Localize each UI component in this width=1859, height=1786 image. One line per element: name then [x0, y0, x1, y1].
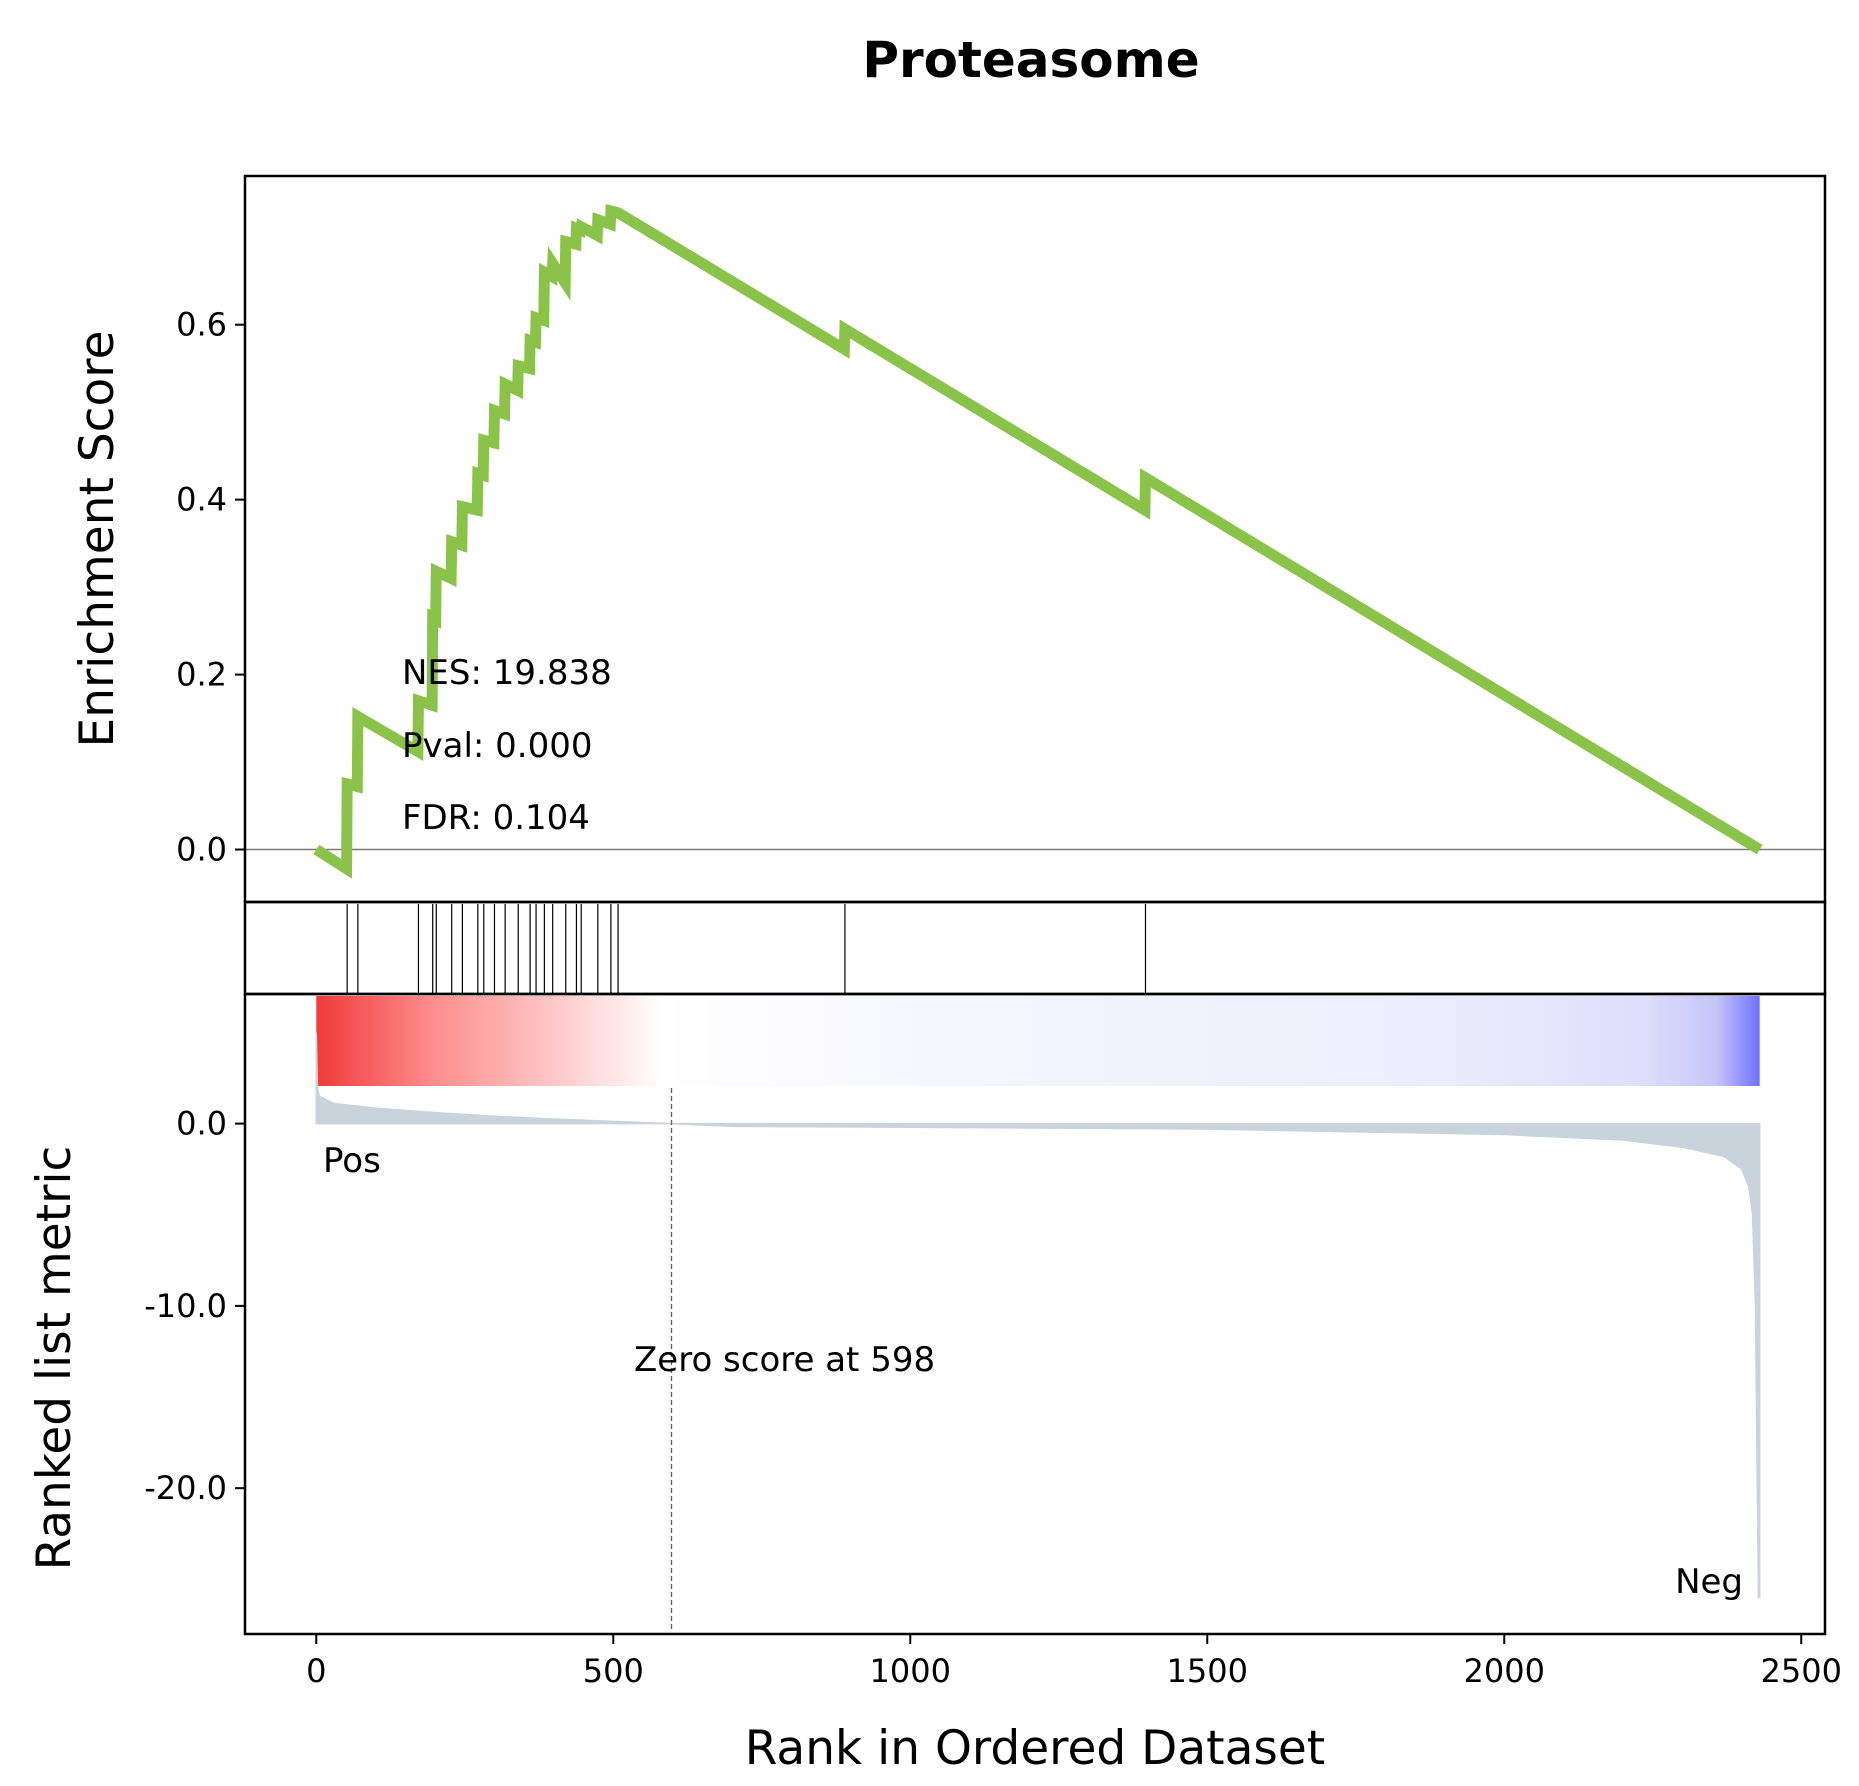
- metric-y-ticks: 0.0 -10.0 -20.0: [144, 1105, 245, 1507]
- x-axis-label: Rank in Ordered Dataset: [745, 1721, 1325, 1776]
- metric-panel-frame: [243, 992, 1827, 1636]
- enrichment-y-ticks: 0.0 0.2 0.4 0.6: [176, 306, 245, 869]
- enrichment-y-tick-label: 0.6: [176, 306, 227, 344]
- metric-y-tick-label: 0.0: [176, 1105, 227, 1143]
- pval-stat: Pval: 0.000: [402, 726, 593, 766]
- enrichment-y-tick-label: 0.2: [176, 656, 227, 694]
- x-tick-label: 2000: [1464, 1652, 1545, 1690]
- fdr-stat: FDR: 0.104: [402, 798, 590, 838]
- neg-label: Neg: [1675, 1562, 1743, 1602]
- pos-label: Pos: [323, 1141, 381, 1181]
- metric-y-label: Ranked list metric: [27, 1146, 82, 1571]
- nes-stat: NES: 19.838: [402, 653, 612, 693]
- ranked-metric-area: [315, 1032, 1761, 1599]
- chart-title: Proteasome: [862, 31, 1199, 89]
- x-tick-label: 500: [583, 1652, 644, 1690]
- enrichment-score-line: [313, 204, 1763, 879]
- enrichment-y-label: Enrichment Score: [70, 331, 125, 748]
- enrichment-panel: 0.0 0.2 0.4 0.6 NES: 19.838 Pval: 0.000 FDR…: [70, 174, 1827, 904]
- x-tick-label: 2500: [1761, 1652, 1842, 1690]
- x-tick-label: 1000: [870, 1652, 951, 1690]
- enrichment-y-tick-label: 0.4: [176, 481, 227, 519]
- enrichment-y-tick-label: 0.0: [176, 831, 227, 869]
- hits-panel: [243, 900, 1827, 996]
- zero-score-label: Zero score at 598: [634, 1340, 935, 1380]
- x-axis-ticks: 0 500 1000 1500 2000 2500: [306, 1634, 1842, 1690]
- metric-y-tick-label: -10.0: [144, 1287, 227, 1325]
- x-tick-label: 1500: [1167, 1652, 1248, 1690]
- hit-lines: [346, 904, 1147, 994]
- rank-heatmap-bar: [316, 996, 1760, 1086]
- hits-panel-frame: [243, 900, 1827, 996]
- metric-y-tick-label: -20.0: [144, 1469, 227, 1507]
- enrichment-panel-frame: [243, 174, 1827, 904]
- x-tick-label: 0: [306, 1652, 326, 1690]
- ranked-metric-panel: Zero score at 598 Pos Neg 0.0-10.0-20.0 …: [27, 1032, 1761, 1632]
